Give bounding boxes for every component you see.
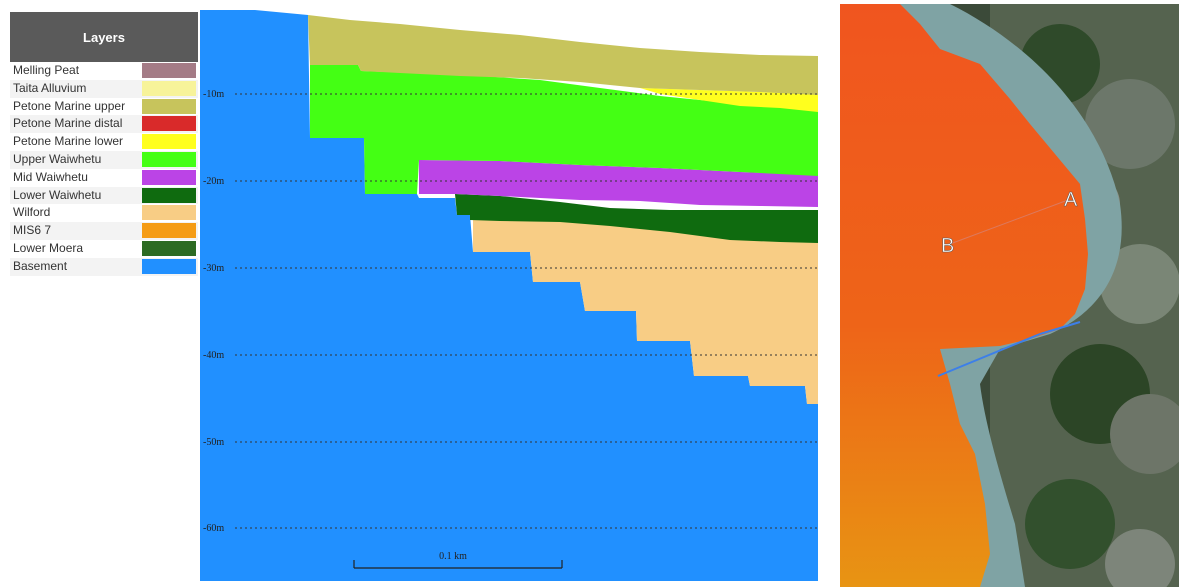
legend-item: Lower Waiwhetu (10, 186, 198, 205)
legend-item-label: Mid Waiwhetu (13, 169, 88, 184)
depth-label-20: -20m (203, 176, 224, 187)
legend-color-swatch (142, 98, 196, 114)
legend-item: Mid Waiwhetu (10, 168, 198, 187)
legend-item-label: Petone Marine distal (13, 116, 123, 131)
legend-item-label: Lower Waiwhetu (13, 187, 102, 202)
layer-mid-waiwhetu (419, 160, 818, 207)
legend-item-label: MIS6 7 (13, 223, 52, 238)
layer-petone-marine-lower (640, 88, 818, 112)
legend-item: Petone Marine lower (10, 133, 198, 151)
legend-color-swatch (142, 169, 196, 185)
depth-label-40: -40m (203, 350, 224, 361)
map-label-b: B (941, 235, 954, 257)
layers-legend: Layers Melling Peat Taita Alluvium Petone … (10, 12, 198, 276)
legend-color-swatch (142, 80, 196, 96)
legend-item: Wilford (10, 204, 198, 223)
legend-color-swatch (142, 240, 196, 256)
depth-gridlines (235, 93, 818, 529)
legend-item-label: Petone Marine upper (13, 98, 126, 113)
layer-basement (200, 10, 818, 581)
legend-item-label: Upper Waiwhetu (13, 151, 102, 166)
legend-color-swatch (142, 187, 196, 203)
legend-item: Melling Peat (10, 62, 198, 80)
legend-color-swatch (142, 205, 196, 221)
legend-item-label: Taita Alluvium (13, 80, 87, 95)
scale-bar-label: 0.1 km (439, 551, 467, 562)
legend-item: Lower Moera (10, 239, 198, 258)
cross-section-plot[interactable]: -10m -20m -30m -40m -50m -60m 0.1 km (200, 10, 821, 581)
legend-color-swatch (142, 63, 196, 78)
legend-color-swatch (142, 134, 196, 150)
profile-line (949, 199, 1069, 245)
legend-item: Taita Alluvium (10, 79, 198, 98)
legend-color-swatch (142, 116, 196, 132)
layer-lower-waiwhetu (455, 194, 818, 243)
depth-label-10: -10m (203, 89, 224, 100)
depth-label-30: -30m (203, 263, 224, 274)
legend-item: MIS6 7 (10, 222, 198, 240)
layer-upper-waiwhetu (310, 65, 818, 194)
legend-color-swatch (142, 258, 196, 274)
legend-color-swatch (142, 223, 196, 239)
legend-item: Upper Waiwhetu (10, 150, 198, 169)
legend-color-swatch (142, 151, 196, 167)
legend-item-label: Basement (13, 258, 68, 273)
legend-item-label: Lower Moera (13, 240, 84, 255)
legend-item: Petone Marine upper (10, 97, 198, 116)
layer-wilford (473, 215, 818, 404)
legend-title: Layers (10, 12, 198, 62)
legend-item: Petone Marine distal (10, 115, 198, 134)
map-view[interactable]: A B (840, 4, 1179, 587)
depth-label-50: -50m (203, 437, 224, 448)
legend-item: Basement (10, 257, 198, 276)
legend-item-label: Wilford (13, 205, 51, 220)
layer-petone-marine-upper (308, 15, 818, 95)
section-line (937, 321, 1081, 377)
seabed-depth-overlay (840, 4, 1088, 587)
legend-item-label: Melling Peat (13, 63, 80, 77)
legend-item-label: Petone Marine lower (13, 134, 124, 149)
depth-labels: -10m -20m -30m -40m -50m -60m (203, 89, 224, 534)
map-label-a: A (1064, 189, 1078, 211)
scale-bar (353, 560, 563, 569)
depth-label-60: -60m (203, 523, 224, 534)
